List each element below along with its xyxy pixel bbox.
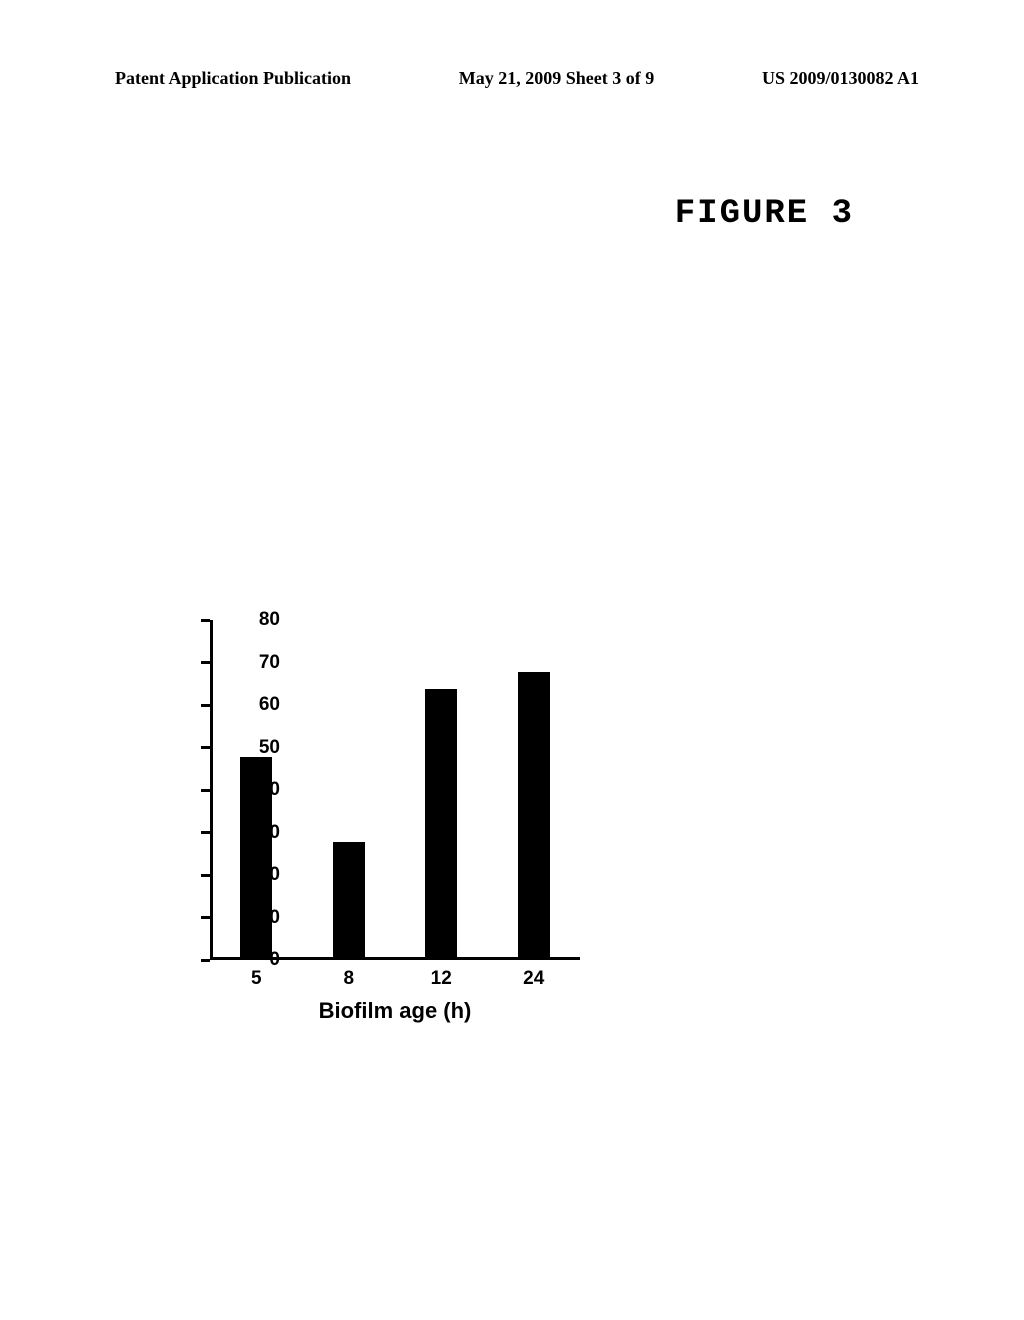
y-tick-label: 70 [259,652,280,674]
header-right: US 2009/0130082 A1 [762,68,919,89]
y-tick-label: 10 [259,907,280,929]
y-tick-label: 60 [259,694,280,716]
y-tick [201,789,210,792]
y-tick [201,916,210,919]
y-tick [201,746,210,749]
bar [425,689,457,957]
figure-title: FIGURE 3 [675,195,854,233]
x-axis [210,957,580,960]
y-tick-label: 40 [259,779,280,801]
y-tick-label: 20 [259,864,280,886]
x-axis-title: Biofilm age (h) [210,998,580,1024]
y-tick [201,619,210,622]
y-tick-label: 0 [269,949,280,971]
x-tick-label: 12 [431,968,452,990]
y-tick-label: 30 [259,822,280,844]
x-tick-label: 8 [343,968,354,990]
y-tick [201,661,210,664]
y-tick [201,874,210,877]
x-tick-label: 24 [523,968,544,990]
y-tick [201,704,210,707]
header-center: May 21, 2009 Sheet 3 of 9 [459,68,654,89]
bar [333,842,365,957]
bar [518,672,550,957]
y-axis [210,620,213,960]
y-tick [201,831,210,834]
page-header: Patent Application Publication May 21, 2… [0,68,1024,89]
y-tick-label: 50 [259,737,280,759]
x-tick-label: 5 [251,968,262,990]
header-left: Patent Application Publication [115,68,351,89]
bar-chart: Biofilm age (h) 01020304050607080581224 [155,620,605,1030]
y-tick-label: 80 [259,609,280,631]
y-tick [201,959,210,962]
